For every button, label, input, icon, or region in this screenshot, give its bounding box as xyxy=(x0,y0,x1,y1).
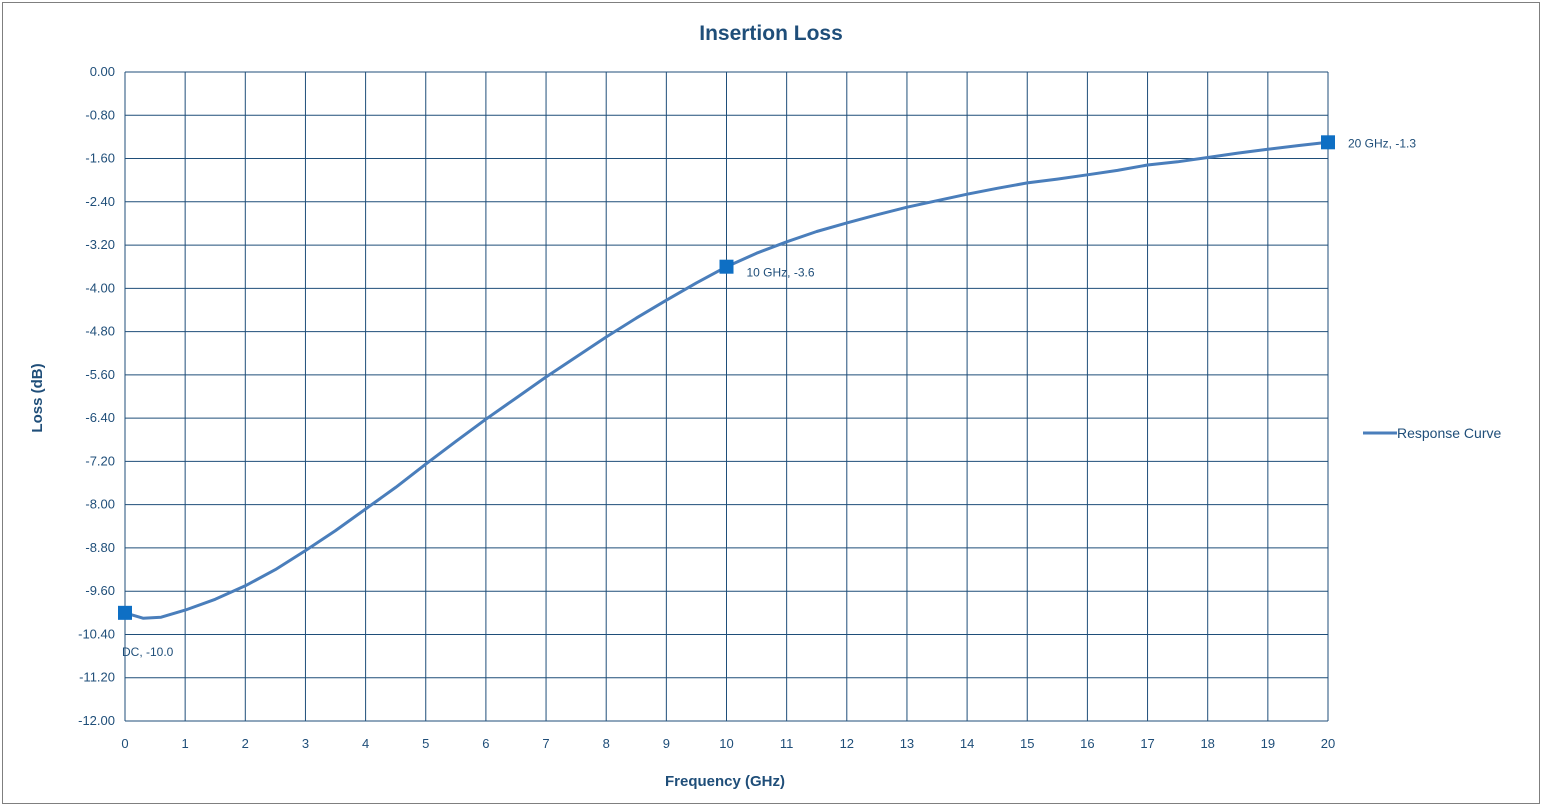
x-tick-label: 4 xyxy=(362,736,369,751)
x-tick-label: 12 xyxy=(840,736,854,751)
legend: Response Curve xyxy=(1363,425,1501,441)
plot-grid xyxy=(124,71,1329,722)
data-marker xyxy=(118,605,132,620)
series-layer xyxy=(123,140,1330,620)
x-tick-label: 1 xyxy=(182,736,189,751)
x-axis-ticks: 0 1 2 3 4 5 6 7 8 9 10 11 12 13 14 15 16 17 18 19 20 xyxy=(121,736,1335,751)
y-tick-label: -2.40 xyxy=(85,194,115,209)
y-tick-label: -7.20 xyxy=(85,453,115,468)
x-tick-label: 14 xyxy=(960,736,974,751)
x-tick-label: 11 xyxy=(780,736,794,751)
y-tick-label: 0.00 xyxy=(90,64,115,79)
y-tick-label: -11.20 xyxy=(79,670,115,685)
y-tick-label: -9.60 xyxy=(85,583,115,598)
y-tick-label: -4.00 xyxy=(85,280,115,295)
legend-label-response-curve: Response Curve xyxy=(1397,425,1501,441)
x-tick-label: 9 xyxy=(663,736,670,751)
x-tick-label: 16 xyxy=(1080,736,1094,751)
x-tick-label: 10 xyxy=(719,736,733,751)
data-marker-label: DC, -10.0 xyxy=(122,645,174,659)
x-axis-title: Frequency (GHz) xyxy=(665,773,785,790)
y-tick-label: -4.80 xyxy=(85,324,115,339)
x-tick-label: 7 xyxy=(542,736,549,751)
x-tick-label: 0 xyxy=(121,736,128,751)
y-tick-label: -0.80 xyxy=(85,107,115,122)
y-tick-label: -5.60 xyxy=(85,367,115,382)
y-tick-label: -1.60 xyxy=(85,151,115,166)
data-marker-label: 10 GHz, -3.6 xyxy=(747,266,815,280)
y-tick-label: -3.20 xyxy=(85,237,115,252)
y-tick-label: -8.80 xyxy=(85,540,115,555)
x-tick-label: 6 xyxy=(482,736,489,751)
x-tick-label: 5 xyxy=(422,736,429,751)
y-tick-label: -10.40 xyxy=(78,626,115,641)
data-marker-label: 20 GHz, -1.3 xyxy=(1348,136,1416,150)
y-axis-ticks: 0.00 -0.80 -1.60 -2.40 -3.20 -4.00 -4.80 -5.60 -… xyxy=(78,64,115,728)
y-tick-label: -6.40 xyxy=(85,410,115,425)
x-tick-label: 19 xyxy=(1261,736,1275,751)
y-tick-label: -12.00 xyxy=(78,713,115,728)
x-tick-label: 2 xyxy=(242,736,249,751)
y-tick-label: -8.00 xyxy=(85,497,115,512)
marker-layer: DC, -10.0 10 GHz, -3.6 20 GHz, -1.3 xyxy=(118,135,1416,659)
x-tick-label: 3 xyxy=(302,736,309,751)
x-tick-label: 15 xyxy=(1020,736,1034,751)
x-tick-label: 20 xyxy=(1321,736,1335,751)
chart-title: Insertion Loss xyxy=(699,22,843,45)
x-tick-label: 18 xyxy=(1200,736,1214,751)
series-line-response-curve xyxy=(123,140,1330,620)
y-axis-title: Loss (dB) xyxy=(29,363,46,432)
data-marker xyxy=(719,259,734,274)
x-tick-label: 13 xyxy=(900,736,914,751)
x-tick-label: 8 xyxy=(603,736,610,751)
data-marker xyxy=(1321,135,1335,150)
x-tick-label: 17 xyxy=(1140,736,1154,751)
